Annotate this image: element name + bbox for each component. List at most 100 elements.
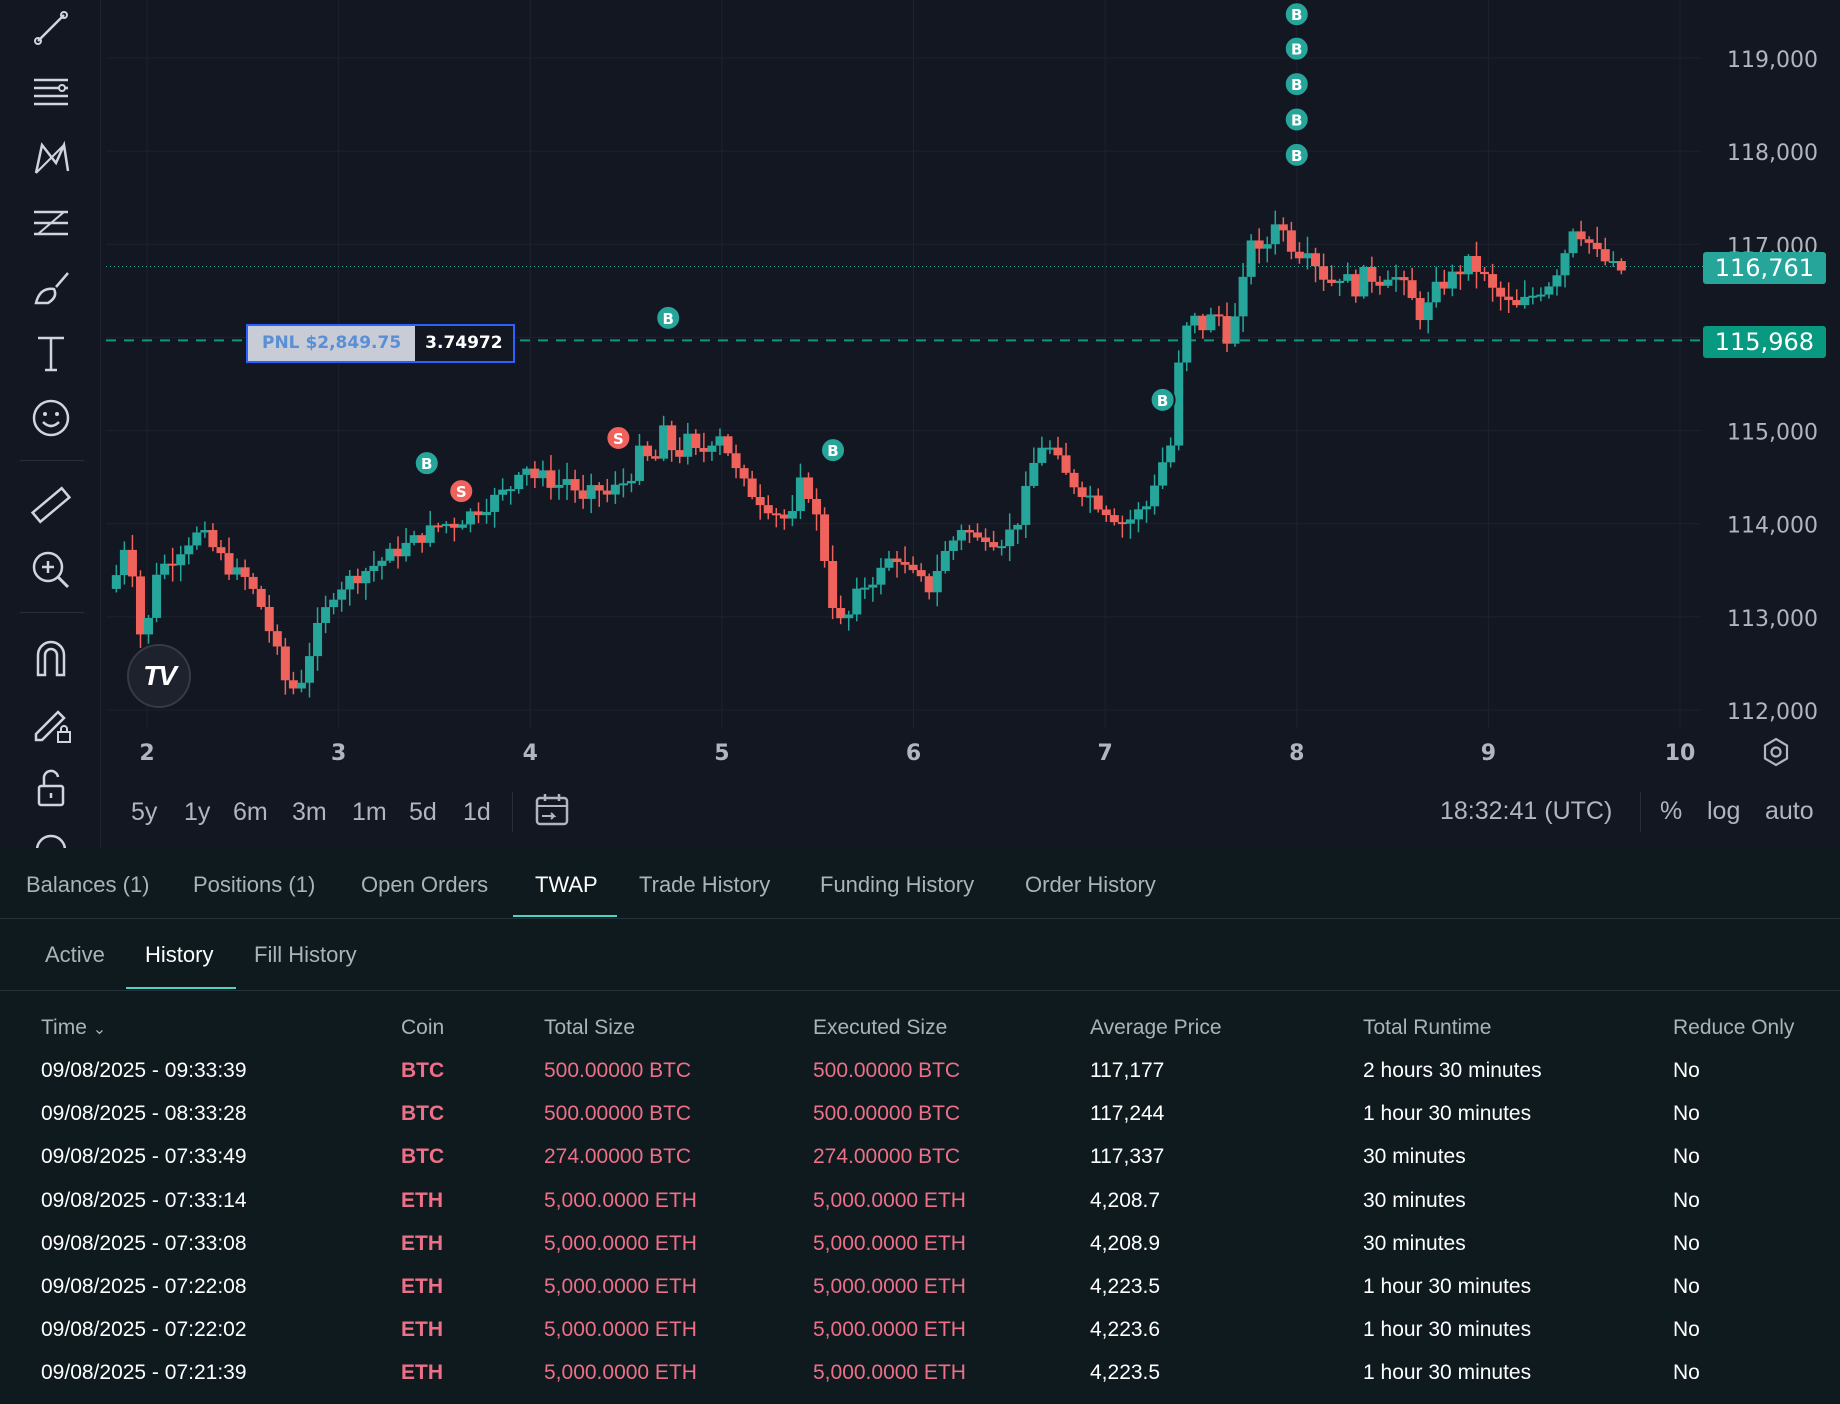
cell-reduce-only: No [1673, 1275, 1700, 1298]
log-scale-toggle[interactable]: log [1707, 797, 1741, 825]
pnl-text: PNL $2,849.75 [248, 326, 416, 361]
range-1m[interactable]: 1m [352, 798, 387, 826]
candle-body [1117, 522, 1127, 525]
candle-body [763, 505, 773, 514]
buy-marker[interactable] [1283, 141, 1310, 168]
table-row[interactable]: 09/08/2025 - 07:33:08 ETH 5,000.0000 ETH 5,… [0, 1232, 1840, 1275]
candle-body [1278, 224, 1288, 231]
subtab-fill-history[interactable]: Fill History [254, 942, 357, 967]
sell-marker[interactable] [605, 425, 632, 452]
cell-average-price: 4,223.6 [1090, 1318, 1161, 1342]
candle-body [369, 565, 379, 572]
percent-scale-toggle[interactable]: % [1660, 797, 1683, 825]
candle-body [771, 513, 781, 516]
tab-open-orders[interactable]: Open Orders [361, 872, 489, 897]
buy-marker[interactable] [1283, 71, 1310, 98]
candle-body [111, 575, 121, 589]
chevron-down-icon: ⌄ [92, 1021, 107, 1038]
cell-reduce-only: No [1673, 1059, 1700, 1082]
col-coin[interactable]: Coin [401, 1016, 445, 1039]
col-time[interactable]: Time ⌄ [41, 1016, 107, 1039]
ruler-icon[interactable] [20, 480, 82, 530]
candle-body [707, 445, 717, 452]
table-row[interactable]: 09/08/2025 - 07:21:39 ETH 5,000.0000 ETH 5,… [0, 1361, 1840, 1404]
pattern-icon[interactable] [20, 133, 82, 183]
candle-body [892, 558, 902, 563]
candle-body [321, 607, 331, 623]
range-5d[interactable]: 5d [409, 798, 437, 826]
candle-body [1480, 271, 1490, 275]
calendar-icon[interactable] [532, 790, 572, 835]
buy-marker[interactable] [1283, 106, 1310, 133]
candle-body [626, 480, 636, 484]
table-row[interactable]: 09/08/2025 - 07:22:08 ETH 5,000.0000 ETH 5,… [0, 1275, 1840, 1318]
tab-balances[interactable]: Balances (1) [26, 872, 150, 897]
candle-body [441, 523, 451, 527]
sell-marker[interactable] [448, 478, 475, 505]
fib-icon[interactable] [20, 198, 82, 248]
table-row[interactable]: 09/08/2025 - 07:33:49 BTC 274.00000 BTC 274… [0, 1145, 1840, 1188]
col-total-size[interactable]: Total Size [544, 1016, 636, 1039]
table-row[interactable]: 09/08/2025 - 07:22:02 ETH 5,000.0000 ETH 5,… [0, 1318, 1840, 1361]
cell-coin: ETH [401, 1361, 443, 1385]
col-executed-size[interactable]: Executed Size [813, 1016, 948, 1039]
buy-marker[interactable] [1149, 386, 1176, 413]
table-row[interactable]: 09/08/2025 - 08:33:28 BTC 500.00000 BTC 500… [0, 1102, 1840, 1145]
price-chart[interactable]: 119,000118,000117,000115,000114,000113,0… [0, 0, 1840, 848]
col-reduce-only[interactable]: Reduce Only [1673, 1016, 1795, 1039]
tab-twap[interactable]: TWAP [535, 872, 598, 897]
tab-order-history[interactable]: Order History [1025, 872, 1156, 897]
chart-settings-icon[interactable] [1760, 736, 1792, 773]
buy-marker[interactable] [655, 304, 682, 331]
emoji-icon[interactable] [20, 393, 82, 443]
table-row[interactable]: 09/08/2025 - 07:33:14 ETH 5,000.0000 ETH 5,… [0, 1189, 1840, 1232]
range-6m[interactable]: 6m [233, 798, 268, 826]
subtab-history[interactable]: History [145, 942, 214, 967]
candle-body [1576, 231, 1586, 240]
utc-clock[interactable]: 18:32:41 (UTC) [1440, 797, 1613, 825]
candle-body [836, 607, 846, 619]
tab-positions[interactable]: Positions (1) [193, 872, 316, 897]
brush-icon[interactable] [20, 263, 82, 313]
candle-body [1439, 281, 1449, 289]
magnet-icon[interactable] [20, 633, 82, 683]
cell-coin: ETH [401, 1231, 443, 1255]
range-1y[interactable]: 1y [184, 798, 211, 826]
trend-line-icon[interactable] [20, 3, 82, 53]
price-chart-panel[interactable]: 119,000 118,000 117,000 115,000 114,000 113,0… [0, 0, 1840, 848]
candle-body [981, 537, 991, 543]
range-5y[interactable]: 5y [131, 798, 158, 826]
cell-average-price: 4,223.5 [1090, 1361, 1161, 1385]
candle-body [1125, 519, 1135, 524]
pnl-label[interactable]: PNL $2,849.75 3.74972 [246, 324, 515, 363]
cell-average-price: 4,208.7 [1090, 1188, 1161, 1212]
x-tick-label: 3 [331, 741, 346, 766]
candle-body [208, 530, 218, 548]
range-3m[interactable]: 3m [292, 798, 327, 826]
unlock-icon[interactable] [20, 763, 82, 813]
x-tick-label: 4 [523, 741, 538, 766]
horizontal-lines-icon[interactable] [20, 68, 82, 118]
tradingview-logo[interactable]: TV [127, 644, 191, 708]
lock-drawing-icon[interactable] [20, 698, 82, 748]
col-average-price[interactable]: Average Price [1090, 1016, 1222, 1039]
candle-body [594, 485, 604, 491]
eye-icon[interactable] [20, 825, 82, 848]
zoom-icon[interactable] [20, 545, 82, 595]
tab-trade-history[interactable]: Trade History [639, 872, 771, 897]
buy-marker[interactable] [413, 450, 440, 477]
candle-body [1093, 495, 1103, 510]
x-tick-label: 7 [1097, 741, 1112, 766]
buy-marker[interactable] [1283, 35, 1310, 62]
auto-scale-toggle[interactable]: auto [1765, 797, 1814, 825]
text-icon[interactable] [20, 328, 82, 378]
col-total-runtime[interactable]: Total Runtime [1363, 1016, 1492, 1039]
range-1d[interactable]: 1d [463, 798, 491, 826]
candle-body [964, 530, 974, 533]
buy-marker[interactable] [1283, 1, 1310, 28]
table-row[interactable]: 09/08/2025 - 09:33:39 BTC 500.00000 BTC 500… [0, 1059, 1840, 1102]
candle-body [449, 523, 459, 528]
subtab-active[interactable]: Active [45, 942, 105, 967]
buy-marker[interactable] [820, 437, 847, 464]
tab-funding-history[interactable]: Funding History [820, 872, 975, 897]
